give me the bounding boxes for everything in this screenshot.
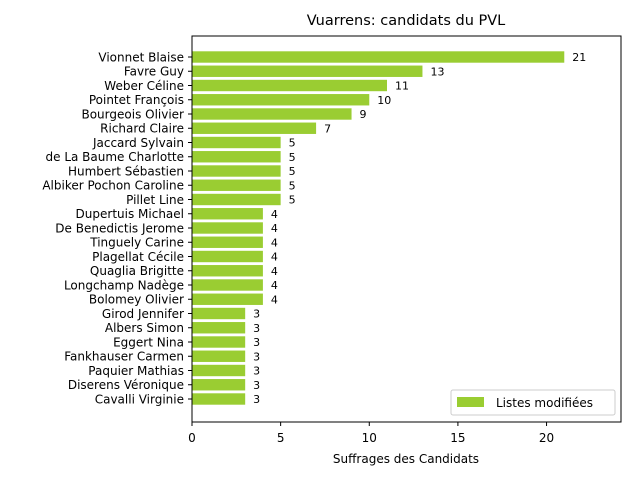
y-tick-label: Albiker Pochon Caroline <box>42 179 184 193</box>
bar <box>192 222 263 234</box>
y-tick-label: Humbert Sébastien <box>68 164 184 178</box>
bar <box>192 179 281 191</box>
value-label: 9 <box>360 108 367 121</box>
y-tick-label: Weber Céline <box>104 79 184 93</box>
value-label: 4 <box>271 208 278 221</box>
bar <box>192 193 281 206</box>
value-label: 5 <box>289 179 296 192</box>
bars-layer <box>192 51 565 405</box>
value-label: 3 <box>253 336 260 349</box>
bar <box>192 208 263 220</box>
bar <box>192 51 565 63</box>
y-tick-label: Pointet François <box>89 93 184 107</box>
value-label: 11 <box>395 80 409 93</box>
y-tick-label: Quaglia Brigitte <box>90 264 184 278</box>
value-label: 4 <box>271 265 278 278</box>
value-label: 13 <box>430 65 444 78</box>
value-label: 3 <box>253 322 260 335</box>
value-label: 5 <box>289 194 296 207</box>
y-tick-label: de La Baume Charlotte <box>46 150 185 164</box>
bar <box>192 136 281 149</box>
y-tick-label: Eggert Nina <box>113 335 184 349</box>
x-axis-ticks: 0 5 10 15 20 <box>188 422 554 445</box>
bar <box>192 364 246 377</box>
legend-box <box>450 389 616 416</box>
value-label: 4 <box>271 279 278 292</box>
x-tick-label: 15 <box>450 431 465 445</box>
y-tick-label: Paquier Mathias <box>88 364 184 378</box>
y-tick-label: Richard Claire <box>100 122 184 136</box>
chart-title: Vuarrens: candidats du PVL <box>307 13 505 29</box>
value-label: 10 <box>377 94 391 107</box>
y-tick-label: De Benedictis Jerome <box>55 221 184 235</box>
value-label: 3 <box>253 393 260 406</box>
y-tick-label: Pillet Line <box>126 193 184 207</box>
y-tick-label: Dupertuis Michael <box>76 207 184 221</box>
value-label: 3 <box>253 365 260 378</box>
bar <box>192 94 370 106</box>
y-tick-label: Girod Jennifer <box>102 307 184 321</box>
bar <box>192 336 246 348</box>
x-tick-label: 0 <box>188 431 196 445</box>
y-tick-label: Bolomey Olivier <box>89 293 184 307</box>
bar <box>192 293 263 305</box>
y-tick-label: Plagellat Cécile <box>92 250 184 264</box>
x-tick-label: 20 <box>539 431 554 445</box>
value-label: 7 <box>324 122 331 135</box>
value-label: 21 <box>572 51 586 64</box>
x-axis-label: Suffrages des Candidats <box>333 452 479 466</box>
y-tick-label: Fankhauser Carmen <box>64 350 184 364</box>
plot-frame <box>191 35 622 423</box>
x-tick-label: 5 <box>277 431 285 445</box>
value-label: 4 <box>271 293 278 306</box>
legend-swatch <box>457 397 484 407</box>
value-label: 5 <box>289 137 296 150</box>
bar <box>192 79 387 92</box>
bar <box>192 108 352 120</box>
legend-label: Listes modifiées <box>496 396 593 410</box>
bar <box>192 265 263 277</box>
value-label: 3 <box>253 350 260 363</box>
y-tick-label: Vionnet Blaise <box>98 50 184 64</box>
y-tick-label: Diserens Véronique <box>68 378 184 392</box>
bar <box>192 307 246 320</box>
y-tick-label: Jaccard Sylvain <box>92 136 184 150</box>
value-label: 4 <box>271 236 278 249</box>
value-label: 4 <box>271 222 278 235</box>
value-label: 5 <box>289 165 296 178</box>
value-label: 3 <box>253 308 260 321</box>
y-tick-label: Bourgeois Olivier <box>81 107 184 121</box>
bar <box>192 236 263 248</box>
x-tick-label: 10 <box>362 431 377 445</box>
y-tick-label: Cavalli Virginie <box>95 392 184 406</box>
bar <box>192 279 263 291</box>
bar <box>192 65 423 77</box>
value-label: 5 <box>289 151 296 164</box>
bar <box>192 322 246 334</box>
bar <box>192 350 246 362</box>
y-tick-label: Longchamp Nadège <box>64 278 184 292</box>
y-tick-label: Albers Simon <box>105 321 184 335</box>
value-label: 3 <box>253 379 260 392</box>
bar <box>192 165 281 177</box>
y-tick-label: Tinguely Carine <box>89 236 184 250</box>
bar <box>192 393 246 405</box>
value-label: 4 <box>271 251 278 264</box>
bar <box>192 122 317 134</box>
bar <box>192 151 281 163</box>
legend: Listes modifiées <box>450 389 616 416</box>
bar <box>192 379 246 391</box>
bar <box>192 250 263 263</box>
y-tick-label: Favre Guy <box>124 65 184 79</box>
